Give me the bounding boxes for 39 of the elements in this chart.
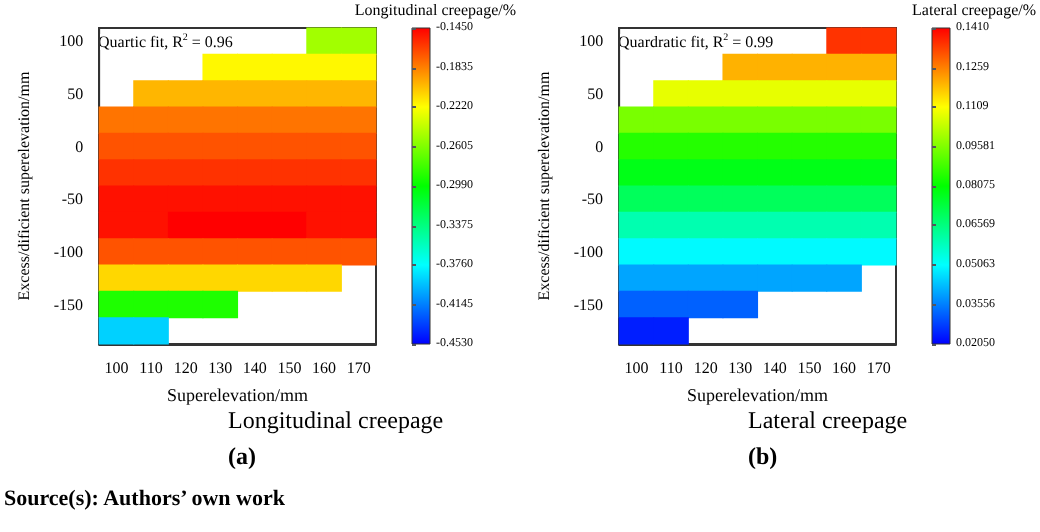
text: Lateral creepage [748, 406, 908, 434]
x-tick-label: 110 [139, 359, 163, 377]
x-tick-label: 140 [762, 359, 787, 377]
x-axis-title: Superelevation/mm [687, 384, 829, 405]
x-tick-label: 120 [693, 359, 718, 377]
x-tick-label: 130 [208, 359, 233, 377]
y-tick-label: -150 [53, 295, 84, 314]
x-tick-label: 150 [277, 359, 302, 377]
text: Longitudinal creepage [228, 406, 444, 434]
y-tick-label: -50 [581, 190, 604, 209]
x-tick-label: 140 [242, 359, 267, 377]
x-tick-label: 100 [624, 359, 649, 377]
x-tick-label: 170 [346, 359, 371, 377]
y-tick-label: 100 [579, 32, 604, 51]
y-tick-label: -50 [61, 190, 84, 209]
x-tick-label: 160 [832, 359, 857, 377]
x-tick-label: 110 [659, 359, 683, 377]
y-tick-label: 100 [59, 32, 84, 51]
y-tick-label: 50 [587, 84, 604, 103]
x-tick-label: 170 [866, 359, 891, 377]
y-tick-label: 0 [595, 137, 604, 156]
x-axis-title: Superelevation/mm [167, 384, 309, 405]
color-bar-title: Longitudinal creepage/% [354, 1, 517, 19]
x-tick-label: 160 [312, 359, 337, 377]
x-tick-label: 150 [797, 359, 822, 377]
y-axis-title: Excess/dificient superelevation/mm [15, 70, 33, 301]
y-tick-label: -100 [573, 242, 604, 261]
x-tick-label: 100 [104, 359, 129, 377]
y-tick-label: 0 [75, 137, 84, 156]
x-tick-label: 130 [728, 359, 753, 377]
x-tick-label: 120 [173, 359, 198, 377]
text: (b) [748, 442, 778, 470]
text: (a) [228, 442, 256, 470]
y-tick-label: -100 [53, 242, 84, 261]
color-bar-title: Lateral creepage/% [912, 1, 1037, 19]
y-tick-label: -150 [573, 295, 604, 314]
y-axis-title: Excess/dificient superelevation/mm [535, 70, 553, 301]
source-note: Source(s): Authors’ own work [4, 487, 287, 511]
y-tick-label: 50 [67, 84, 84, 103]
